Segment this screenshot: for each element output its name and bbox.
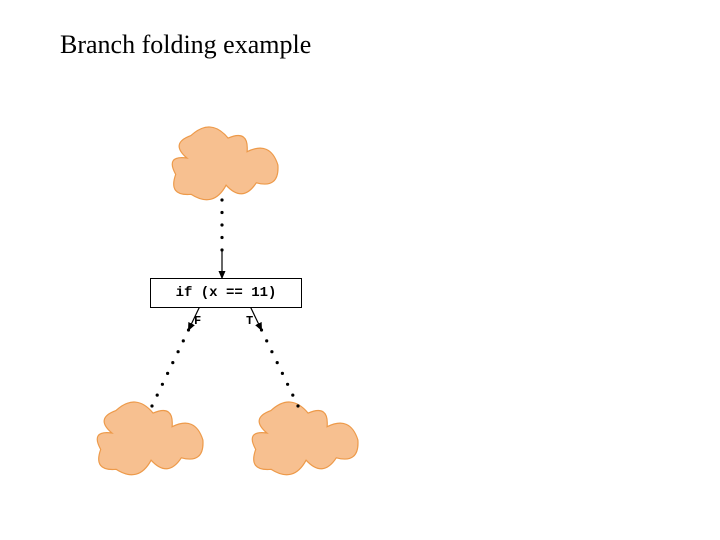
edge-label-false: F	[194, 314, 201, 328]
condition-box: if (x == 11)	[150, 278, 302, 308]
box-to-left	[150, 306, 200, 408]
cloud-top	[172, 127, 278, 200]
edge-label-true: T	[246, 314, 253, 328]
top-to-box	[220, 198, 223, 278]
cloud-left	[97, 402, 203, 475]
cloud-right	[252, 402, 358, 475]
box-to-right	[250, 306, 300, 408]
diagram-svg	[0, 0, 720, 540]
condition-text: if (x == 11)	[176, 285, 277, 301]
slide: Branch folding example if (x == 11) F T	[0, 0, 720, 540]
